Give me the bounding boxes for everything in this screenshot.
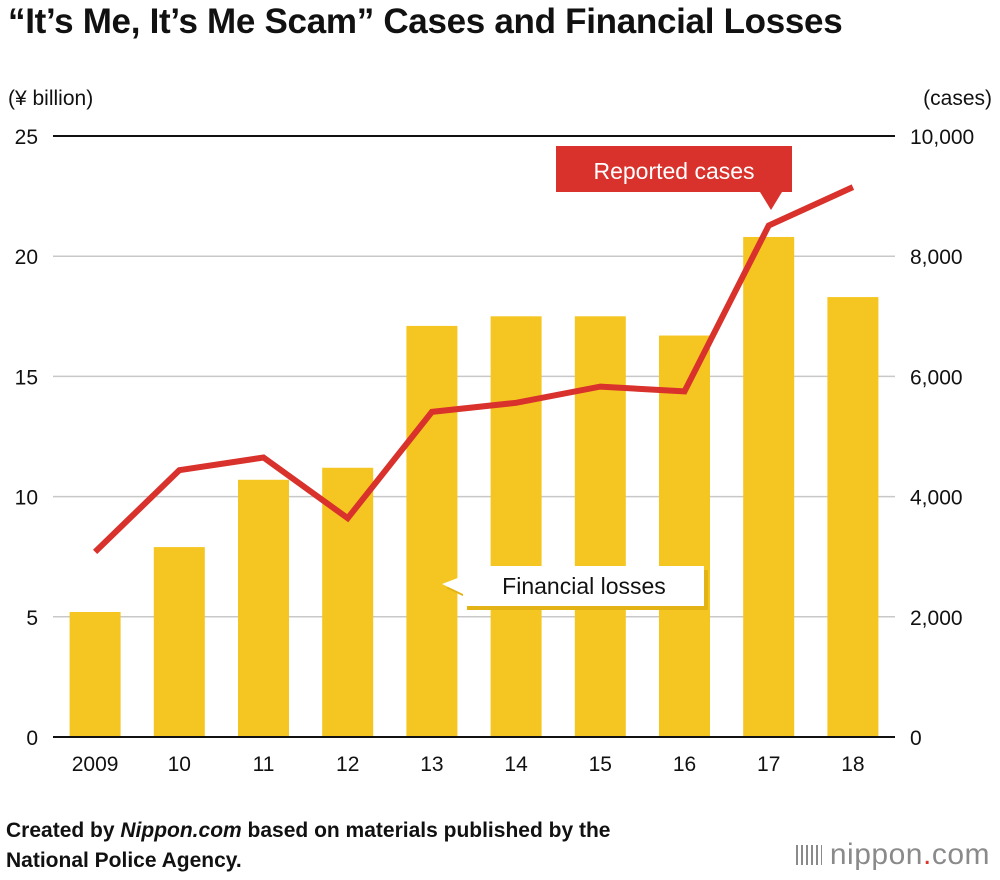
bar-financial-losses — [490, 316, 542, 737]
logo-dot: . — [922, 838, 932, 871]
left-tick-label: 25 — [15, 126, 38, 149]
x-tick-label: 15 — [589, 753, 612, 776]
left-tick-label: 15 — [15, 366, 38, 389]
right-axis-unit: (cases) — [923, 87, 992, 110]
source-note-prefix: Created by — [6, 819, 121, 842]
right-axis-labels: 0 2,000 4,000 6,000 8,000 10,000 — [910, 126, 974, 750]
right-tick-label: 0 — [910, 727, 922, 750]
bar-financial-losses — [69, 611, 121, 737]
left-axis-labels: 0 5 10 15 20 25 — [15, 126, 38, 750]
chart-title: “It’s Me, It’s Me Scam” Cases and Financ… — [8, 2, 843, 41]
x-tick-label: 14 — [504, 753, 528, 776]
logo-text-nippon: nippon — [829, 838, 923, 871]
source-note: Created by Nippon.com based on materials… — [6, 816, 610, 876]
x-tick-label: 12 — [336, 753, 359, 776]
x-tick-label: 11 — [253, 753, 275, 776]
bar-financial-losses — [406, 325, 458, 737]
source-note-publisher: Nippon.com — [120, 819, 242, 842]
left-tick-label: 10 — [15, 487, 38, 510]
x-tick-label: 16 — [673, 753, 696, 776]
callout-financial-losses: Financial losses — [442, 566, 708, 610]
right-tick-label: 4,000 — [910, 487, 963, 510]
right-tick-label: 6,000 — [910, 366, 963, 389]
left-axis-unit: (¥ billion) — [8, 87, 93, 110]
source-note-suffix: based on materials published by the — [241, 819, 611, 842]
logo-text-com: com — [931, 838, 990, 871]
right-tick-label: 10,000 — [910, 126, 974, 149]
x-tick-label: 18 — [841, 753, 864, 776]
left-tick-label: 0 — [26, 727, 38, 750]
bar-financial-losses — [238, 479, 289, 737]
x-tick-label: 17 — [757, 753, 780, 776]
right-tick-label: 8,000 — [910, 246, 963, 269]
callout-reported-cases: Reported cases — [556, 146, 792, 210]
nippon-logo: nippon.com — [795, 838, 990, 872]
line-reported-cases — [93, 184, 855, 555]
bar-financial-losses — [574, 316, 626, 737]
x-axis-labels: 2009 10 11 12 13 14 15 16 17 18 — [72, 753, 865, 776]
bar-financial-losses — [659, 335, 710, 737]
right-tick-label: 2,000 — [910, 607, 963, 630]
line-reported-cases-path — [93, 184, 855, 555]
callout-reported-cases-label: Reported cases — [593, 158, 754, 184]
bars-financial-losses — [53, 236, 895, 738]
source-note-line2: National Police Agency. — [6, 849, 242, 872]
x-tick-label: 10 — [168, 753, 191, 776]
callout-financial-losses-label: Financial losses — [502, 573, 666, 599]
bar-financial-losses — [322, 467, 374, 737]
left-tick-label: 20 — [15, 246, 38, 269]
x-tick-label: 2009 — [72, 753, 119, 776]
bar-financial-losses — [743, 236, 795, 737]
left-tick-label: 5 — [26, 607, 38, 630]
x-tick-label: 13 — [420, 753, 443, 776]
logo-bars-icon — [795, 845, 822, 865]
bar-financial-losses — [827, 297, 879, 737]
bar-financial-losses — [153, 547, 205, 737]
